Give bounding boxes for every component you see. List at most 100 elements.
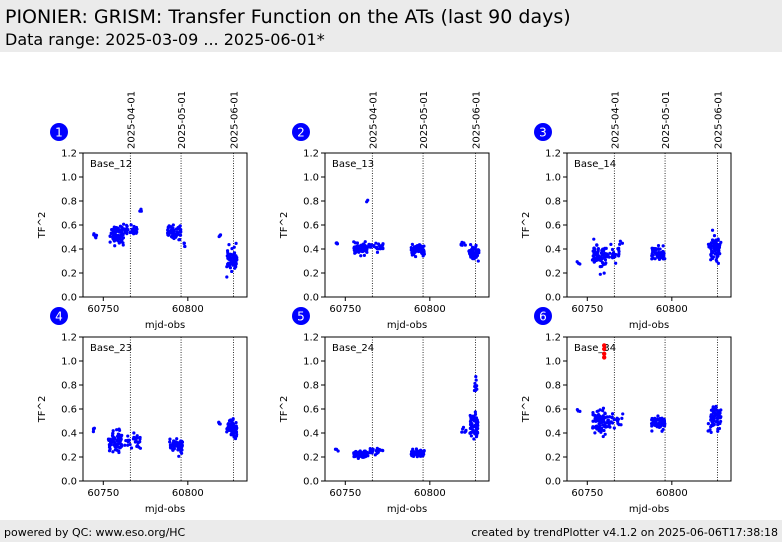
date-marker-label: 2025-05-01 <box>661 91 672 149</box>
data-point <box>592 413 596 417</box>
data-point <box>620 241 625 245</box>
x-tick-label: 60750 <box>329 488 361 499</box>
data-point <box>374 241 378 245</box>
data-point <box>656 243 661 248</box>
data-point <box>610 254 615 258</box>
data-point <box>614 261 618 265</box>
data-point <box>610 247 615 252</box>
base-label: Base_12 <box>90 159 132 170</box>
data-point <box>653 257 657 261</box>
data-point <box>124 438 128 443</box>
y-tick-label: 0.8 <box>545 381 561 392</box>
data-point <box>183 244 187 249</box>
data-point <box>656 414 660 418</box>
data-point <box>714 258 718 262</box>
data-points <box>91 417 239 458</box>
data-point <box>333 447 338 451</box>
data-point <box>474 435 479 439</box>
data-point <box>474 386 478 391</box>
data-point <box>475 251 479 255</box>
data-point <box>177 454 181 458</box>
data-point <box>657 420 662 425</box>
data-point <box>476 259 480 263</box>
x-axis-label: mjd-obs <box>387 320 427 331</box>
data-point <box>129 446 134 450</box>
data-point <box>595 424 599 428</box>
data-point <box>117 236 122 241</box>
data-point <box>176 226 180 231</box>
data-point <box>172 442 176 446</box>
data-point <box>606 418 610 422</box>
data-point <box>358 244 362 248</box>
data-point <box>709 253 713 257</box>
data-point <box>376 242 381 246</box>
panel-base-23: 0.0 0.2 0.4 0.6 0.8 1.0 1.2 60750 60800 mjd-obs TF… <box>37 307 248 515</box>
data-point <box>375 250 380 254</box>
data-point <box>607 421 612 425</box>
page-title: PIONIER: GRISM: Transfer Function on the… <box>5 6 571 28</box>
data-point <box>111 435 115 439</box>
data-point <box>719 419 723 424</box>
panel-base-14: 2025-04-01 2025-05-01 2025-06-01 0.0 0.2 0.4 0… <box>521 91 732 331</box>
data-point <box>359 254 363 258</box>
x-tick-label: 60750 <box>571 488 603 499</box>
y-tick-label: 0.8 <box>61 197 77 208</box>
base-label: Base_24 <box>332 343 374 354</box>
date-marker-label: 2025-05-01 <box>177 91 188 149</box>
data-point <box>593 431 597 435</box>
data-point <box>592 246 596 250</box>
data-point <box>229 426 234 431</box>
y-axis-label: TF^2 <box>279 396 290 424</box>
data-point <box>578 262 582 266</box>
x-tick-label: 60800 <box>172 488 204 499</box>
date-marker-label: 2025-06-01 <box>713 91 724 149</box>
data-point <box>352 240 356 244</box>
data-point <box>597 416 601 420</box>
data-point <box>233 428 237 433</box>
page-subtitle: Data range: 2025-03-09 ... 2025-06-01* <box>5 30 325 49</box>
y-tick-label: 0.2 <box>303 269 319 280</box>
data-point <box>616 247 620 251</box>
data-point <box>598 272 602 276</box>
x-tick-label: 60750 <box>87 304 119 315</box>
panel-base-34: 0.0 0.2 0.4 0.6 0.8 1.0 1.2 60750 60800 mjd-obs TF… <box>521 307 732 515</box>
data-point <box>716 261 720 265</box>
outlier-point <box>601 351 607 356</box>
data-point <box>111 431 115 435</box>
data-point <box>234 265 238 269</box>
panel-number-badge <box>292 123 310 141</box>
data-point <box>352 248 357 252</box>
data-point <box>230 269 234 274</box>
data-point <box>229 252 233 256</box>
data-point <box>226 422 231 426</box>
y-tick-label: 1.0 <box>545 173 561 184</box>
data-point <box>616 419 620 423</box>
data-point <box>469 243 473 247</box>
data-point <box>171 448 175 452</box>
data-point <box>712 419 716 423</box>
y-axis-label: TF^2 <box>521 396 532 424</box>
data-point <box>227 257 231 261</box>
data-point <box>92 426 97 430</box>
data-point <box>177 448 181 452</box>
data-point <box>414 452 418 456</box>
x-tick-label: 60800 <box>656 488 688 499</box>
data-point <box>618 239 622 243</box>
data-point <box>226 251 230 255</box>
footer-bar <box>0 520 782 542</box>
header-bar: PIONIER: GRISM: Transfer Function on the… <box>0 0 782 52</box>
y-axis-label: TF^2 <box>521 212 532 240</box>
data-point <box>473 412 478 416</box>
data-point <box>363 246 367 250</box>
data-point <box>616 254 621 258</box>
data-point <box>608 425 612 429</box>
data-point <box>359 453 363 457</box>
data-point <box>113 437 117 441</box>
y-tick-label: 1.2 <box>303 149 319 160</box>
date-marker-label: 2025-06-01 <box>471 91 482 149</box>
data-point <box>603 258 608 262</box>
data-point <box>410 452 414 456</box>
data-point <box>601 414 605 418</box>
y-tick-label: 1.0 <box>303 357 319 368</box>
panel-base-12: 2025-04-01 2025-05-01 2025-06-01 0.0 0.2 0.4 0… <box>37 91 248 331</box>
